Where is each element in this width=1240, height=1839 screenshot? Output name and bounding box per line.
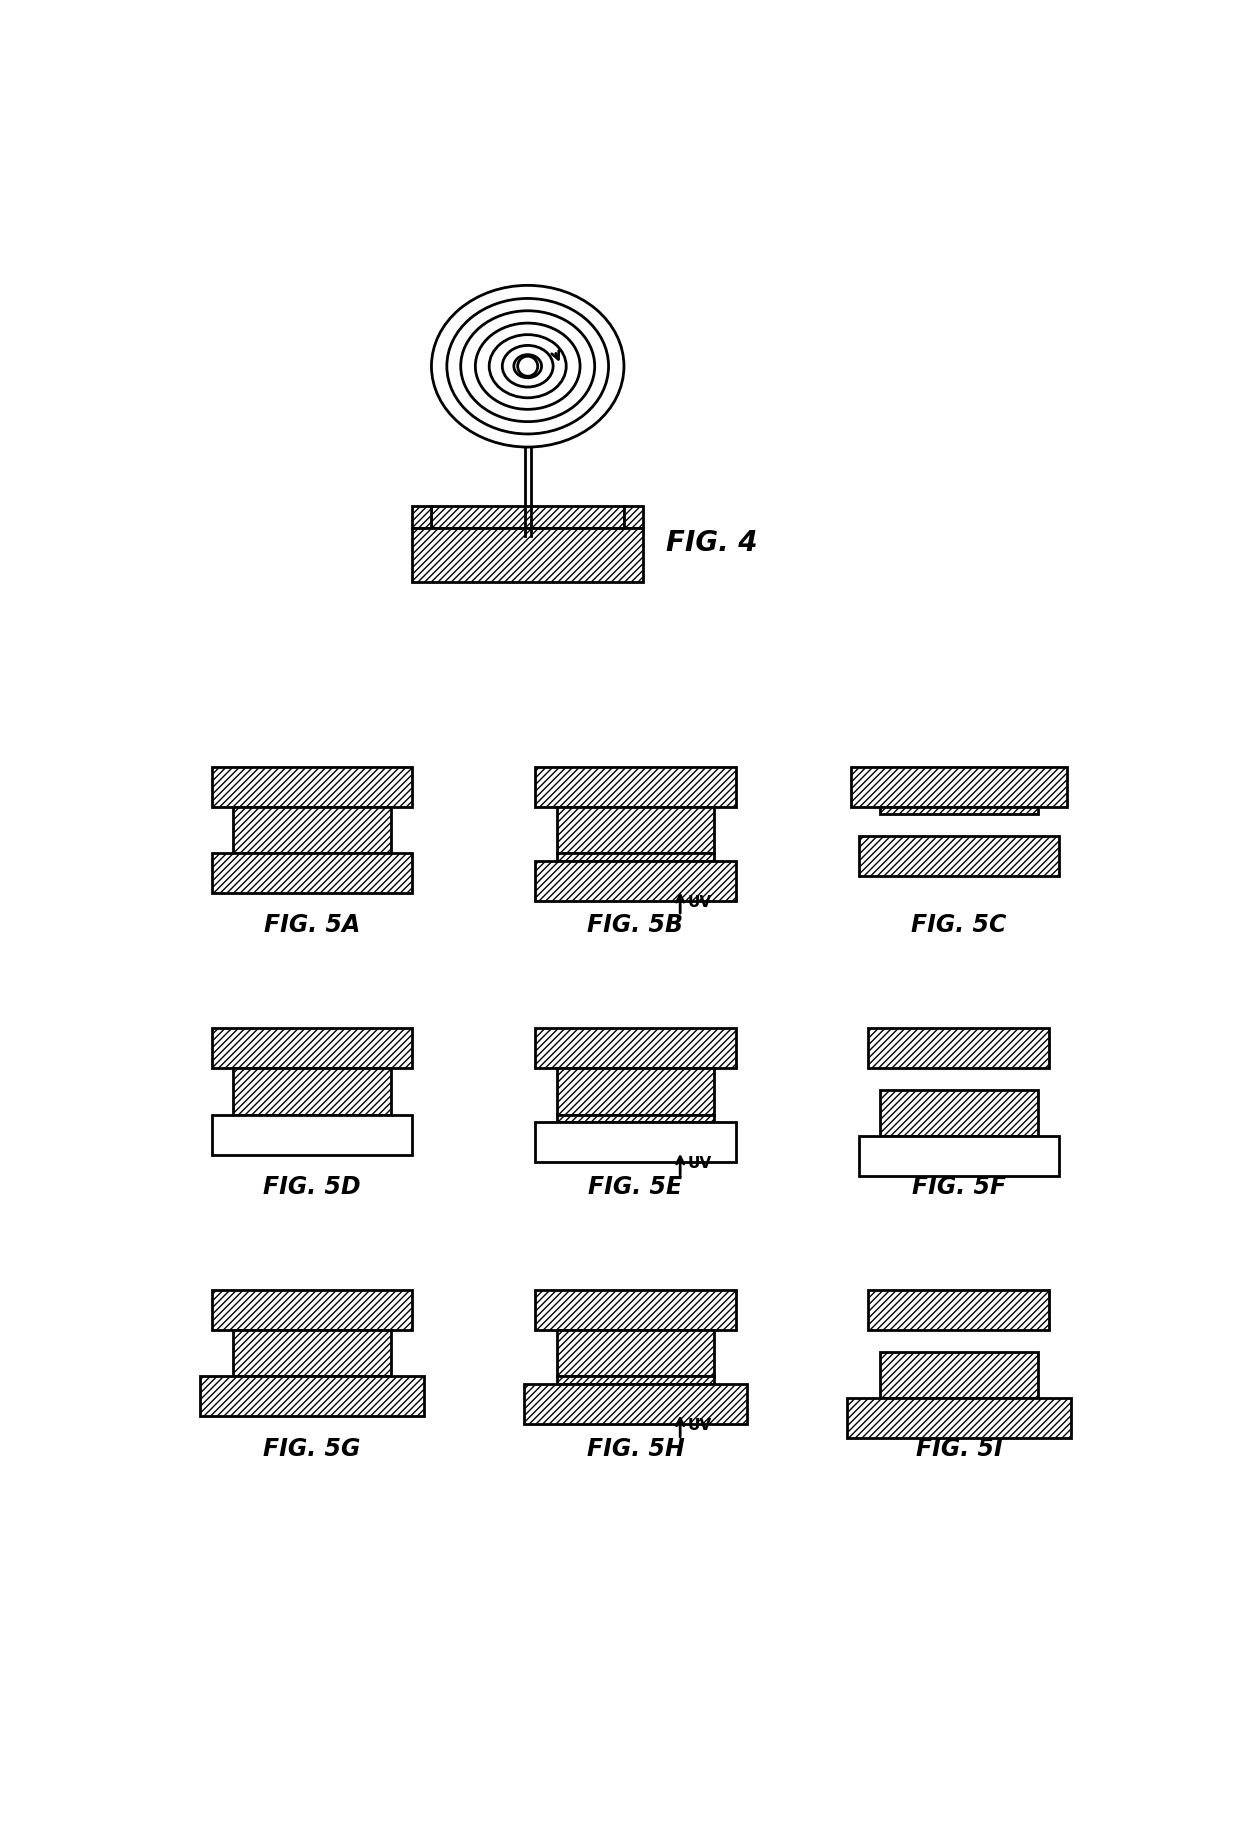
Text: FIG. 5H: FIG. 5H bbox=[587, 1436, 684, 1460]
Bar bbox=[557, 807, 714, 853]
Bar bbox=[212, 1028, 412, 1068]
Bar bbox=[557, 1114, 714, 1122]
Text: FIG. 5B: FIG. 5B bbox=[588, 914, 683, 938]
Text: UV: UV bbox=[688, 1418, 712, 1433]
Bar bbox=[868, 1291, 1049, 1330]
Bar bbox=[212, 767, 412, 807]
Bar bbox=[880, 807, 1038, 815]
Text: UV: UV bbox=[688, 1157, 712, 1171]
Text: FIG. 4: FIG. 4 bbox=[666, 530, 758, 557]
Bar bbox=[624, 506, 644, 528]
Text: FIG. 5I: FIG. 5I bbox=[915, 1436, 1002, 1460]
Text: FIG. 5F: FIG. 5F bbox=[911, 1175, 1006, 1199]
Bar bbox=[847, 1398, 1070, 1438]
Bar bbox=[859, 837, 1059, 875]
Bar bbox=[233, 807, 391, 853]
Text: FIG. 5E: FIG. 5E bbox=[589, 1175, 682, 1199]
Bar bbox=[557, 1068, 714, 1114]
Text: FIG. 5G: FIG. 5G bbox=[263, 1436, 361, 1460]
Bar bbox=[880, 1352, 1038, 1398]
Bar bbox=[859, 1137, 1059, 1177]
Text: FIG. 5A: FIG. 5A bbox=[264, 914, 361, 938]
Bar bbox=[536, 1122, 735, 1162]
Bar bbox=[557, 1376, 714, 1385]
Bar bbox=[536, 861, 735, 901]
Text: FIG. 5C: FIG. 5C bbox=[911, 914, 1007, 938]
Bar bbox=[557, 1330, 714, 1376]
Bar bbox=[880, 1091, 1038, 1137]
Bar bbox=[212, 853, 412, 894]
Bar bbox=[212, 1114, 412, 1155]
Bar bbox=[851, 767, 1066, 807]
Bar bbox=[523, 1385, 748, 1423]
Circle shape bbox=[517, 357, 538, 377]
Bar bbox=[412, 506, 432, 528]
Bar bbox=[233, 1068, 391, 1114]
Bar bbox=[412, 528, 644, 581]
Bar bbox=[536, 1028, 735, 1068]
Text: FIG. 5D: FIG. 5D bbox=[263, 1175, 361, 1199]
Bar bbox=[233, 1330, 391, 1376]
Bar bbox=[536, 1291, 735, 1330]
Bar bbox=[557, 853, 714, 861]
Bar bbox=[432, 506, 624, 528]
Bar bbox=[201, 1376, 424, 1416]
Text: UV: UV bbox=[688, 894, 712, 910]
Bar bbox=[212, 1291, 412, 1330]
Bar bbox=[536, 767, 735, 807]
Bar bbox=[868, 1028, 1049, 1068]
